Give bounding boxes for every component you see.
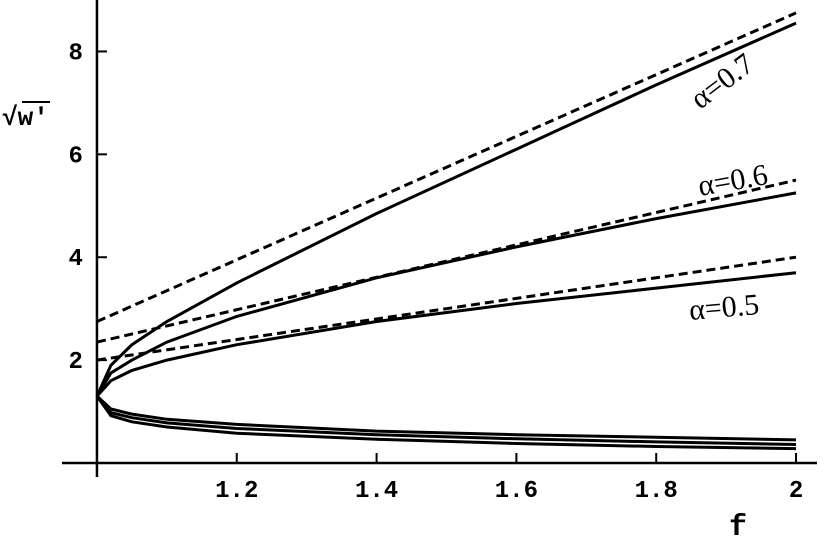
asymptote-line — [96, 255, 797, 362]
curve-line — [95, 191, 797, 397]
curve-line — [95, 395, 797, 451]
y-axis-label: √w' — [2, 103, 49, 133]
x-tick-label: 1.4 — [355, 478, 398, 505]
curve-line — [95, 271, 797, 398]
curve-annotation: α=0.6 — [695, 158, 770, 203]
y-tick-label: 2 — [69, 349, 83, 376]
x-tick-label: 1.2 — [215, 478, 258, 505]
x-tick-label: 1.6 — [495, 478, 538, 505]
y-tick-label: 4 — [69, 246, 83, 273]
curve-line — [95, 21, 797, 397]
asymptote-line — [96, 11, 797, 323]
y-tick-label: 6 — [69, 143, 83, 170]
x-axis-label: f — [729, 511, 747, 545]
curve-line — [95, 395, 797, 442]
curve-annotation: α=0.5 — [688, 288, 761, 327]
asymptote-line — [96, 178, 797, 344]
x-tick-label: 2 — [789, 478, 803, 505]
curve-line — [95, 395, 797, 446]
y-tick-label: 8 — [69, 40, 83, 67]
x-tick-label: 1.8 — [635, 478, 678, 505]
